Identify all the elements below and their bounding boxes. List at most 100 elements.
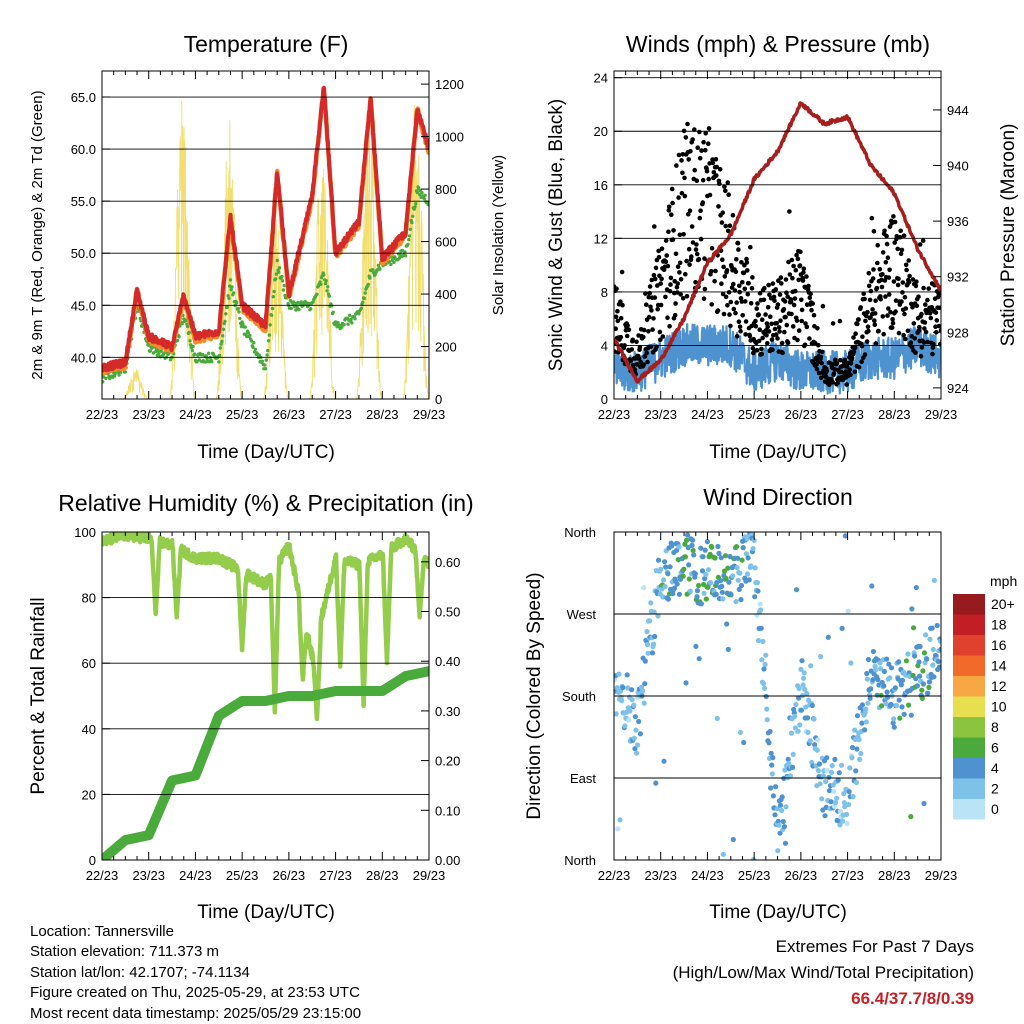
gust-point xyxy=(679,190,685,196)
gust-point xyxy=(879,284,885,290)
direction-point xyxy=(807,738,813,744)
dewpoint-point xyxy=(229,287,233,292)
gust-point xyxy=(648,304,653,310)
dewpoint-point xyxy=(410,220,414,225)
gust-point xyxy=(791,302,797,308)
humidity-y-tick-label-right: 0.40 xyxy=(435,654,460,669)
temperature-y-tick-label-right: 1200 xyxy=(435,77,464,92)
gust-point xyxy=(884,241,890,247)
gust-point xyxy=(900,280,906,285)
direction-point xyxy=(633,750,640,756)
dewpoint-point xyxy=(280,274,284,279)
dewpoint-point xyxy=(368,276,372,280)
direction-point xyxy=(696,656,702,662)
dewpoint-point xyxy=(177,335,181,339)
gust-point xyxy=(811,312,817,318)
gust-point xyxy=(778,275,784,280)
gust-point xyxy=(689,224,695,229)
humidity-y-tick-label-right: 0.10 xyxy=(435,803,460,818)
direction-point xyxy=(758,625,764,631)
gust-point xyxy=(669,212,674,217)
speed-legend-swatch xyxy=(953,594,985,615)
direction-point xyxy=(805,729,811,736)
gust-point xyxy=(783,314,788,320)
direction-point xyxy=(676,591,683,597)
gust-point xyxy=(670,200,675,206)
gust-point xyxy=(938,327,941,333)
humidity-x-tick-label: 22/23 xyxy=(86,868,119,883)
dewpoint-point xyxy=(315,292,319,296)
direction-point xyxy=(681,566,687,572)
direction-point xyxy=(777,802,784,808)
gust-point xyxy=(807,336,812,341)
gust-point xyxy=(697,129,702,135)
direction-point xyxy=(635,742,641,748)
direction-point xyxy=(689,542,695,549)
gust-point xyxy=(702,256,707,261)
dewpoint-point xyxy=(272,289,276,294)
humidity-y-tick-label: 60 xyxy=(82,656,96,671)
direction-point xyxy=(879,703,885,709)
humidity-x-ticks: 22/23 23/23 24/23 25/23 26/23 27/23 28/23 29/23 xyxy=(86,532,445,883)
gust-point xyxy=(772,298,777,304)
direction-point xyxy=(694,588,701,594)
direction-point xyxy=(837,808,844,814)
dewpoint-point xyxy=(192,352,197,356)
dewpoint-point xyxy=(299,300,303,304)
gust-point xyxy=(655,283,660,288)
gust-point xyxy=(787,209,792,214)
gust-point xyxy=(694,251,700,257)
gust-point xyxy=(679,158,684,163)
direction-point xyxy=(741,739,747,746)
winds-y-tick-label-right: 924 xyxy=(947,381,969,396)
direction-point xyxy=(661,758,667,764)
gust-point xyxy=(688,149,693,154)
gust-point xyxy=(898,251,904,256)
direction-point xyxy=(705,584,711,590)
gust-point xyxy=(849,355,855,361)
direction-point xyxy=(870,677,876,683)
dewpoint-point xyxy=(252,341,256,345)
gust-point xyxy=(860,334,865,340)
dewpoint-point xyxy=(331,310,335,314)
direction-point xyxy=(769,762,775,768)
direction-point xyxy=(728,592,734,598)
gust-point xyxy=(921,285,926,291)
direction-point xyxy=(651,609,657,615)
gust-point xyxy=(699,148,704,153)
gust-point xyxy=(792,296,798,301)
direction-point xyxy=(640,688,646,694)
gust-point xyxy=(882,228,887,234)
gust-point xyxy=(729,285,735,290)
gust-point xyxy=(916,294,921,300)
gust-point xyxy=(656,248,661,254)
gust-point xyxy=(742,299,748,304)
station-latlon: Station lat/lon: 42.1707; -74.1134 xyxy=(30,963,250,981)
winds-x-tick-label: 22/23 xyxy=(598,407,631,422)
dewpoint-point xyxy=(241,322,245,326)
direction-point xyxy=(838,762,845,768)
humidity-x-tick-label: 24/23 xyxy=(179,868,212,883)
extremes-value: 66.4/37.7/8/0.39 xyxy=(851,989,974,1008)
gust-point xyxy=(876,328,881,334)
gust-point xyxy=(844,382,849,387)
humidity-y-tick-label: 100 xyxy=(74,525,96,540)
gust-point xyxy=(878,297,883,302)
dewpoint-point xyxy=(291,300,296,304)
speed-legend-swatch xyxy=(953,655,985,676)
gust-point xyxy=(873,341,879,346)
direction-point xyxy=(917,643,923,650)
gust-point xyxy=(815,359,821,365)
direction-point xyxy=(873,667,879,673)
dewpoint-point xyxy=(407,234,412,238)
direction-point xyxy=(891,716,897,722)
direction-point xyxy=(760,681,767,687)
gust-point xyxy=(776,325,782,330)
direction-point xyxy=(645,650,651,656)
direction-point xyxy=(931,674,937,680)
gust-point xyxy=(830,321,836,326)
direction-point xyxy=(920,681,927,687)
gust-series xyxy=(614,121,941,388)
winds-x-label: Time (Day/UTC) xyxy=(709,442,847,463)
speed-legend-label: 14 xyxy=(991,658,1007,674)
